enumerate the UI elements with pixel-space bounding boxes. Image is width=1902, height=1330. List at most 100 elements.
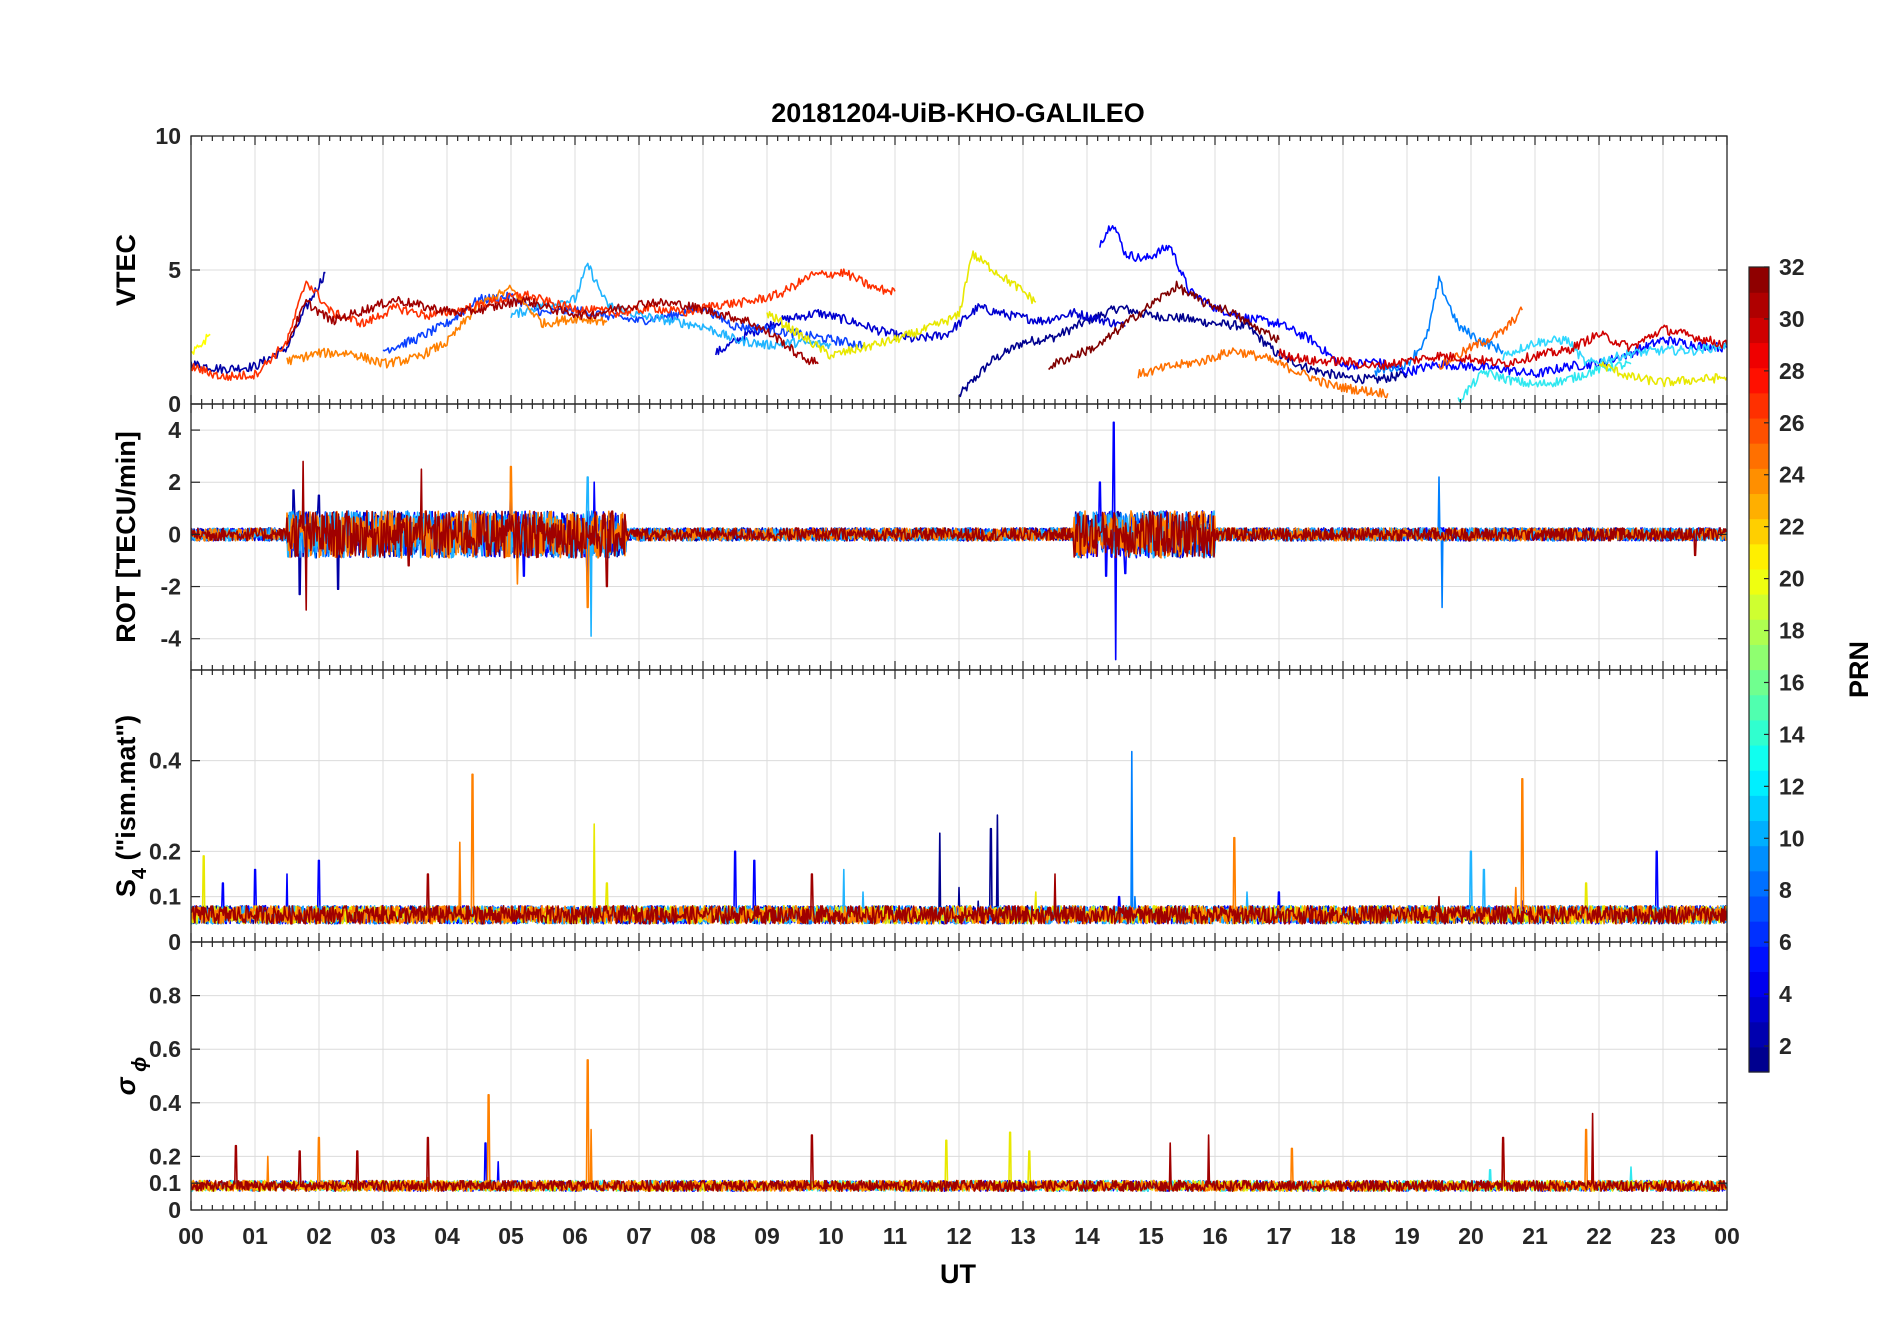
y-tick-label: -2 <box>161 574 181 600</box>
y-tick-label: 2 <box>168 469 181 495</box>
colorbar-level <box>1749 795 1769 822</box>
colorbar-level <box>1749 719 1769 746</box>
y-axis-label: σ ϕ <box>111 1057 151 1096</box>
colorbar-level <box>1749 770 1769 796</box>
y-axis-label: ROT [TECU/min] <box>111 431 141 642</box>
series-line-prn-24 <box>286 284 608 369</box>
x-axis-label: UT <box>940 1259 976 1289</box>
colorbar-tick-label: 20 <box>1779 566 1805 592</box>
colorbar-level <box>1749 392 1769 419</box>
series-line-prn-32 <box>1048 280 1280 371</box>
colorbar-tick-label: 32 <box>1779 254 1805 280</box>
colorbar-level <box>1749 921 1769 947</box>
x-tick-label: 19 <box>1394 1223 1420 1249</box>
series-line-prn-5 <box>382 291 864 354</box>
colorbar-tick-label: 30 <box>1779 306 1805 332</box>
x-tick-label: 11 <box>883 1223 908 1249</box>
x-tick-label: 00 <box>1714 1223 1740 1249</box>
y-tick-label: 0.4 <box>149 748 181 774</box>
colorbar-level <box>1749 644 1769 671</box>
colorbar-level <box>1749 594 1769 620</box>
y-axis-label: S4 ("ism.mat") <box>111 715 151 897</box>
x-tick-label: 05 <box>498 1223 524 1249</box>
colorbar-tick-label: 26 <box>1779 410 1805 436</box>
series-line-prn-31 <box>191 460 1727 611</box>
x-tick-label: 22 <box>1586 1223 1612 1249</box>
x-tick-label: 13 <box>1010 1223 1036 1249</box>
colorbar-tick-label: 14 <box>1779 721 1805 747</box>
colorbar-tick-label: 4 <box>1779 981 1792 1007</box>
x-tick-label: 00 <box>178 1223 204 1249</box>
y-tick-label: -4 <box>161 626 182 652</box>
x-tick-label: 15 <box>1138 1223 1164 1249</box>
y-tick-label: 0.2 <box>149 838 181 864</box>
colorbar-level <box>1749 971 1769 998</box>
series-line-prn-31 <box>191 1112 1727 1192</box>
colorbar-level <box>1749 694 1769 721</box>
y-tick-label: 4 <box>168 417 181 443</box>
colorbar-tick-label: 12 <box>1779 773 1805 799</box>
x-tick-label: 16 <box>1202 1223 1228 1249</box>
series-line-prn-29 <box>1278 324 1727 371</box>
y-tick-label: 0.4 <box>149 1090 181 1116</box>
x-tick-label: 14 <box>1074 1223 1100 1249</box>
colorbar-level <box>1749 443 1769 469</box>
colorbar-level <box>1749 267 1769 293</box>
colorbar-level <box>1749 317 1769 344</box>
chart-title: 20181204-UiB-KHO-GALILEO <box>771 98 1145 128</box>
series-line-prn-20 <box>766 250 1037 360</box>
colorbar-level <box>1749 292 1769 318</box>
x-tick-label: 20 <box>1458 1223 1484 1249</box>
panel-vtec: 0 5 10 VTEC <box>111 123 1728 417</box>
series-layer <box>191 750 1727 925</box>
colorbar-tick-label: 22 <box>1779 514 1805 540</box>
series-layer <box>191 225 1727 403</box>
y-tick-label: 0 <box>168 391 181 417</box>
series-line-prn-8 <box>510 262 832 350</box>
colorbar-level <box>1749 1046 1769 1073</box>
series-line-prn-1 <box>958 304 1408 398</box>
colorbar-level <box>1749 845 1769 872</box>
colorbar-level <box>1749 946 1769 972</box>
colorbar-level <box>1749 518 1769 545</box>
series-line-prn-22 <box>1598 361 1727 388</box>
y-tick-label: 0.2 <box>149 1143 181 1169</box>
x-tick-label: 01 <box>242 1223 268 1249</box>
series-line-prn-31 <box>286 296 819 366</box>
x-tick-label: 21 <box>1522 1223 1548 1249</box>
colorbar-level <box>1749 367 1769 394</box>
x-tick-label: 04 <box>434 1223 460 1249</box>
colorbar-level <box>1749 417 1769 444</box>
colorbar-tick-label: 16 <box>1779 669 1805 695</box>
y-tick-label: 5 <box>168 257 181 283</box>
colorbar-level <box>1749 895 1769 922</box>
y-tick-label: 10 <box>155 123 181 149</box>
colorbar-level <box>1749 543 1769 570</box>
y-tick-label: 0.6 <box>149 1036 181 1062</box>
colorbar-tick-label: 10 <box>1779 825 1805 851</box>
y-tick-label: 0.1 <box>149 1170 181 1196</box>
series-line-prn-31 <box>191 873 1727 925</box>
y-tick-label: 0.1 <box>149 884 181 910</box>
x-tick-label: 17 <box>1266 1223 1292 1249</box>
colorbar-level <box>1749 820 1769 847</box>
colorbar-tick-label: 24 <box>1779 462 1805 488</box>
y-tick-label: 0 <box>168 521 181 547</box>
y-tick-label: 0 <box>168 1197 181 1223</box>
colorbar-level <box>1749 669 1769 696</box>
y-axis-label: VTEC <box>111 234 141 306</box>
x-tick-label: 23 <box>1650 1223 1676 1249</box>
x-tick-label: 09 <box>754 1223 780 1249</box>
x-tick-label: 18 <box>1330 1223 1356 1249</box>
colorbar-tick-label: 8 <box>1779 877 1792 903</box>
colorbar-tick-label: 6 <box>1779 929 1792 955</box>
x-tick-label: 10 <box>818 1223 844 1249</box>
colorbar-level <box>1749 342 1769 369</box>
colorbar-level <box>1749 493 1769 520</box>
colorbar-tick-label: 18 <box>1779 618 1805 644</box>
colorbar-level <box>1749 1021 1769 1048</box>
colorbar-level <box>1749 870 1769 897</box>
